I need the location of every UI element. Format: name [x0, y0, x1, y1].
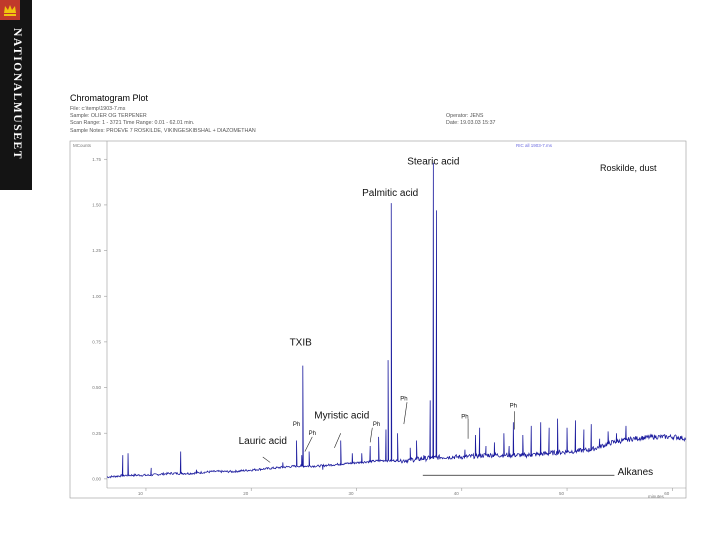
x-tick-label: 40 [454, 491, 460, 496]
y-tick-label: 0.50 [92, 385, 101, 390]
x-tick-label: 60 [664, 491, 670, 496]
sample-label: Sample: OLIER OG TERPENER [70, 113, 147, 120]
peak-annotation: Lauric acid [239, 436, 287, 447]
operator-label: Operator: JENS [446, 113, 484, 119]
ph-peak-label: Ph [293, 422, 300, 428]
leader-line [334, 433, 341, 448]
sidebar-panel: NATIONALMUSEET [0, 0, 32, 190]
x-tick-label: 50 [559, 491, 565, 496]
brand-name: NATIONALMUSEET [11, 28, 23, 161]
leader-line [304, 436, 313, 452]
ph-peak-label: Ph [400, 396, 407, 402]
x-tick-label: 20 [243, 491, 249, 496]
crown-logo-icon [0, 0, 20, 20]
peak-annotation: Myristic acid [314, 411, 369, 422]
file-label: File: c:\temp\1903-7.ms [70, 106, 126, 112]
peak-annotation: Alkanes [618, 467, 654, 478]
y-tick-label: 0.00 [92, 476, 101, 481]
ph-peak-label: Ph [373, 422, 380, 428]
chart-title: Roskilde, dust [600, 163, 657, 173]
y-tick-label: 1.50 [92, 203, 101, 208]
x-axis-label: minutes [648, 494, 665, 499]
ph-peak-label: Ph [510, 404, 517, 410]
leader-line [369, 427, 373, 443]
y-tick-label: 1.00 [92, 294, 101, 299]
ph-peak-label: Ph [309, 431, 316, 437]
y-tick-label: 0.25 [92, 431, 101, 436]
y-tick-label: 1.75 [92, 157, 101, 162]
y-tick-label: 0.75 [92, 339, 101, 344]
leader-line [403, 402, 408, 425]
plot-title: Chromatogram Plot [70, 93, 149, 103]
chromatogram-trace [106, 162, 686, 479]
trace-label: RIC all 1903-7.ms [516, 143, 553, 148]
peak-annotation: Stearic acid [407, 157, 459, 168]
leader-line [262, 456, 271, 463]
peak-annotation: Palmitic acid [362, 188, 418, 199]
sample-notes-label: Sample Notes: PROEVE 7 ROSKILDE, VIKINGE… [70, 127, 256, 134]
peak-annotation: TXIB [290, 338, 313, 349]
x-tick-label: 10 [138, 491, 144, 496]
plot-frame [69, 140, 687, 499]
x-tick-label: 30 [348, 491, 354, 496]
y-axis-label: MCounts [73, 143, 92, 148]
ph-peak-label: Ph [461, 415, 468, 421]
y-tick-label: 1.25 [92, 248, 101, 253]
date-label: Date: 19.03.03 15:37 [446, 120, 496, 127]
scan-range-label: Scan Range: 1 - 3721 Time Range: 0.01 - … [70, 120, 195, 127]
